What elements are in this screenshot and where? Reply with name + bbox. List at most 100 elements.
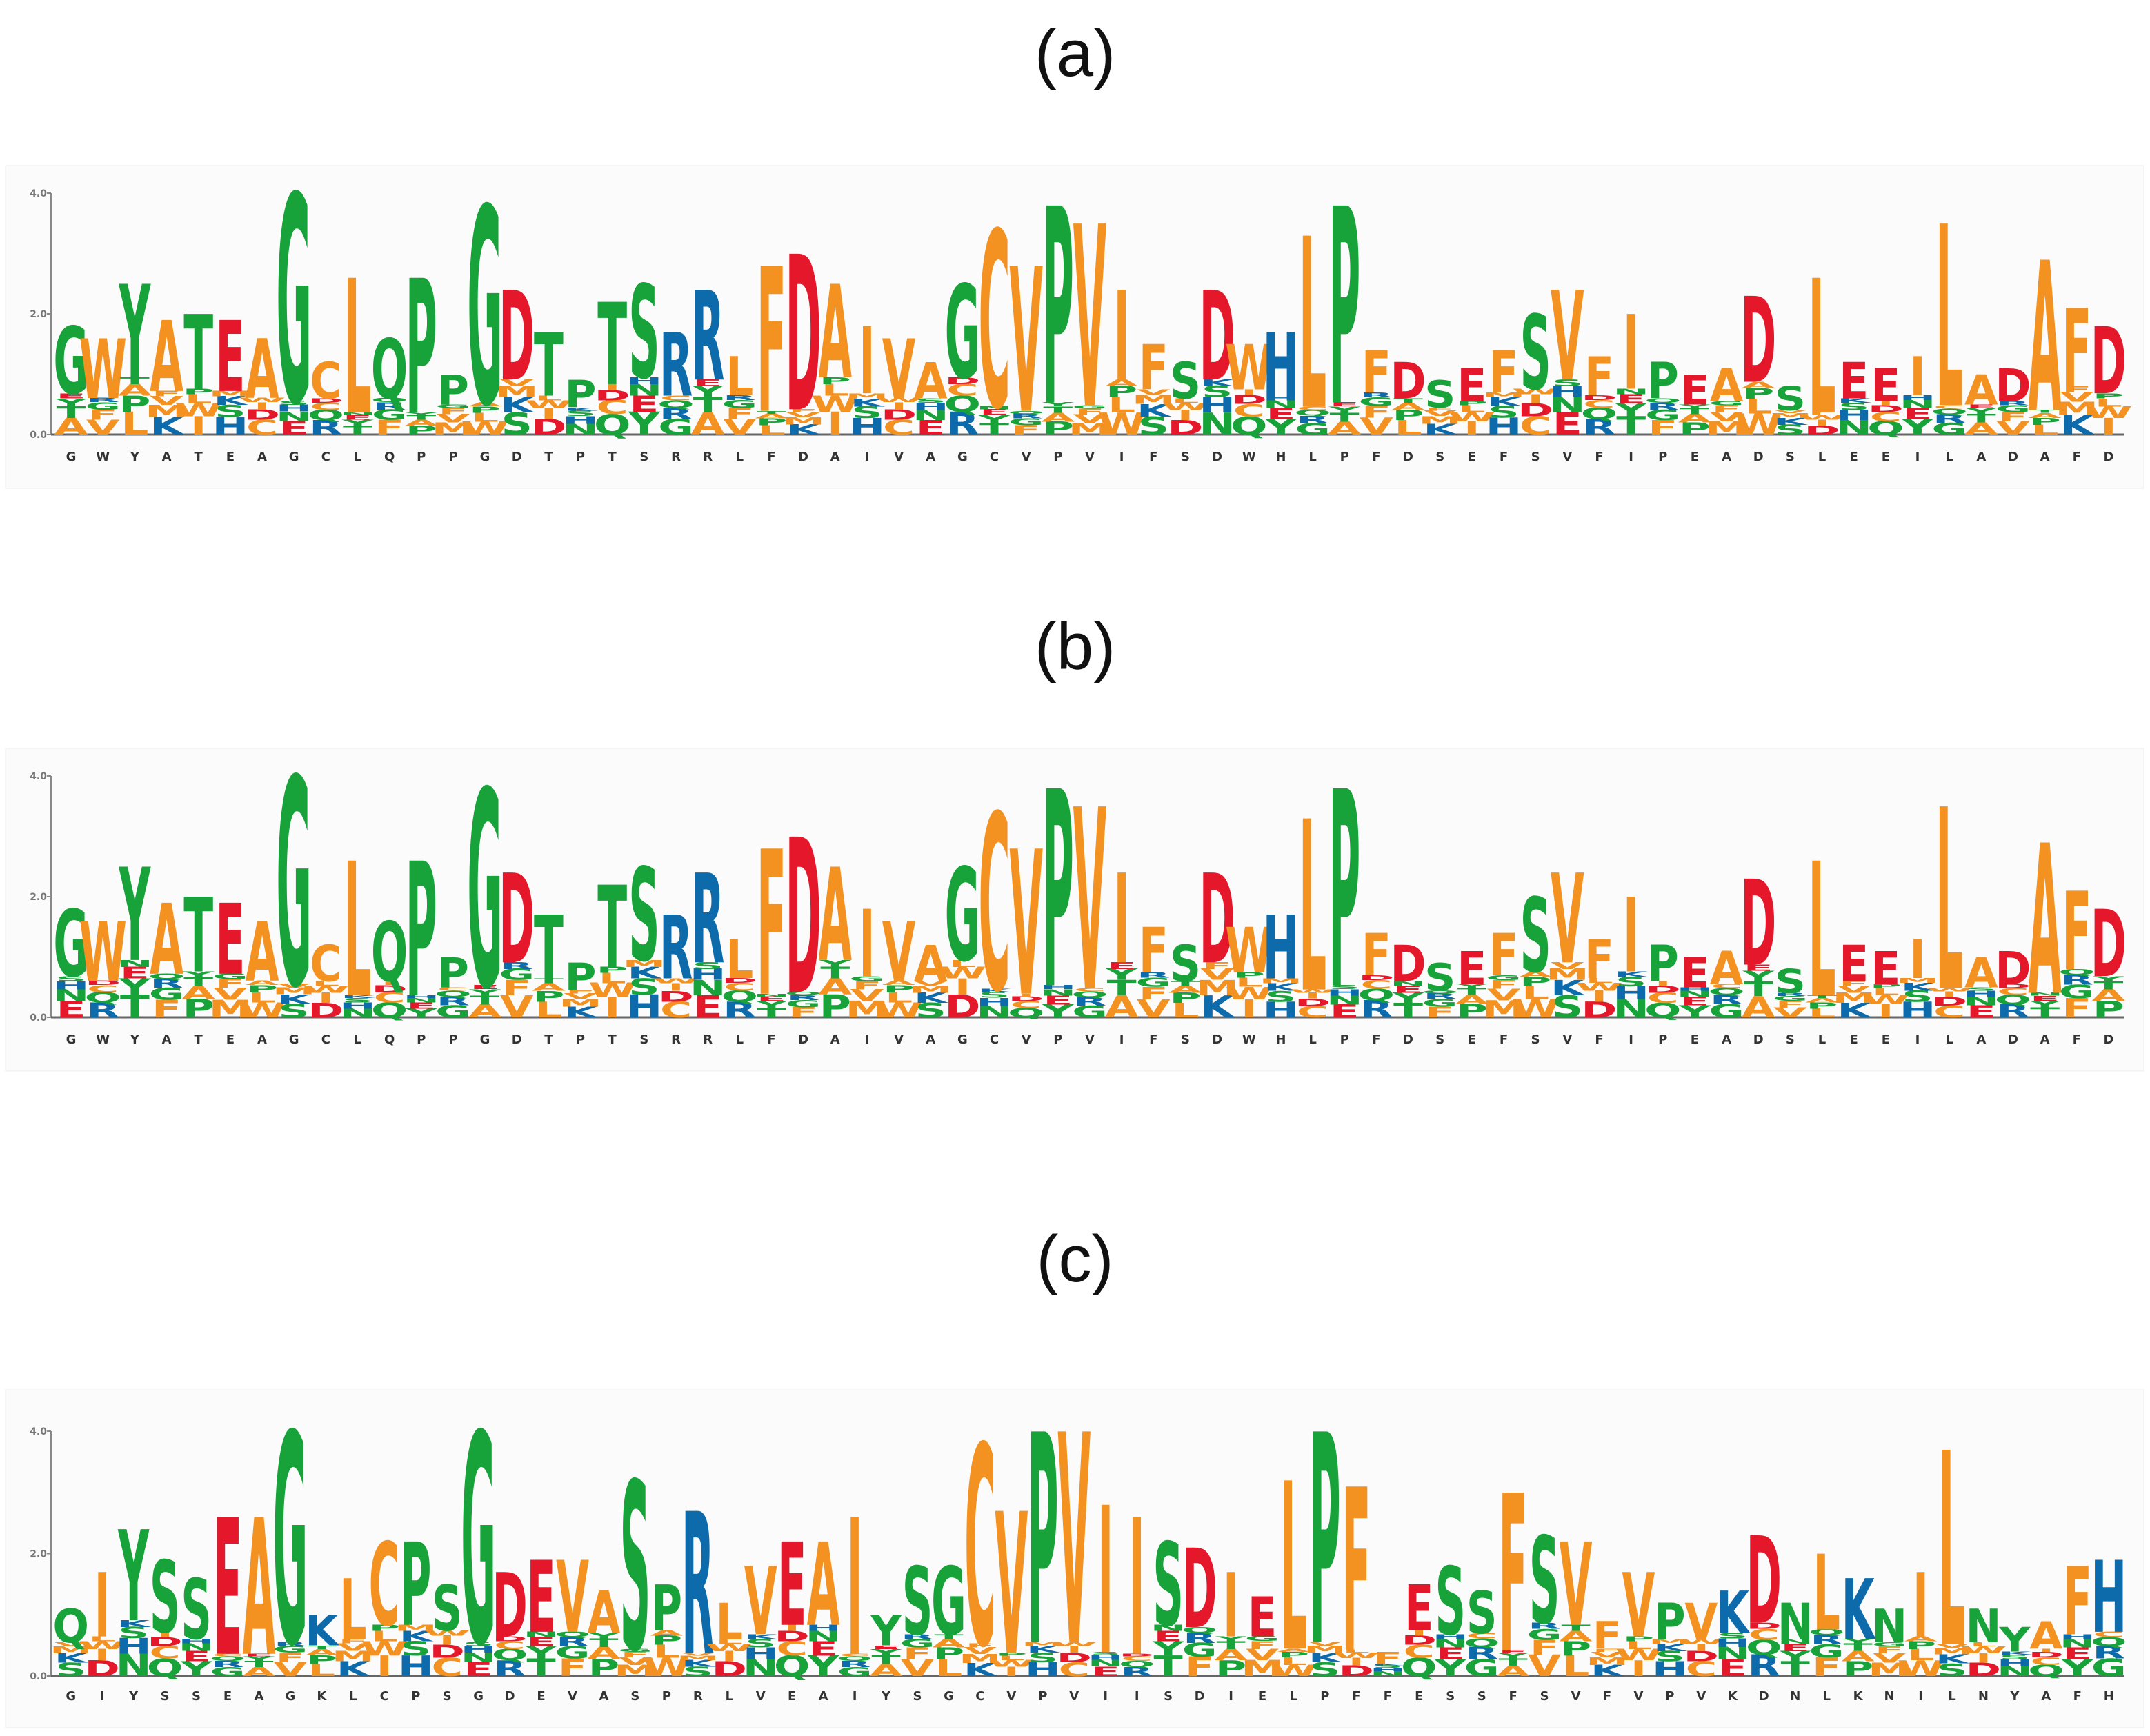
logo-minor-letter: W xyxy=(1333,1651,1380,1659)
x-tick-label: S xyxy=(639,450,648,464)
logo-minor-letter: C xyxy=(1933,1003,1965,1021)
logo-minor-letter: M xyxy=(1418,414,1461,426)
logo-minor-letter: I xyxy=(381,979,397,986)
logo-minor-letter: P xyxy=(183,387,215,396)
logo-minor-letter: T xyxy=(1330,410,1360,425)
x-tick-label: I xyxy=(865,450,870,464)
logo-minor-letter: E xyxy=(693,378,723,388)
logo-minor-letter: Y xyxy=(1264,415,1297,439)
x-tick-label: L xyxy=(1290,1689,1297,1704)
logo-minor-letter: Y xyxy=(2092,975,2125,983)
logo-minor-letter: C xyxy=(1233,401,1265,421)
logo-minor-letter: K xyxy=(117,1618,152,1629)
logo-minor-letter: H xyxy=(398,1650,434,1683)
x-tick-label: I xyxy=(100,1689,105,1704)
logo-minor-letter: A xyxy=(1497,1663,1530,1679)
logo-minor-letter: R xyxy=(556,1635,589,1648)
x-tick-label: D xyxy=(2103,450,2113,464)
logo-minor-letter: F xyxy=(621,1650,650,1659)
logo-minor-letter: C xyxy=(946,381,978,400)
logo-minor-letter: L xyxy=(1585,977,1613,984)
logo-minor-letter: S xyxy=(915,999,946,1023)
logo-minor-letter: N xyxy=(116,1648,152,1684)
x-tick-label: V xyxy=(894,450,904,464)
x-tick-label: N xyxy=(1884,1689,1895,1704)
logo-minor-letter: C xyxy=(883,416,915,439)
logo-minor-letter: R xyxy=(1996,1001,2029,1022)
logo-minor-letter: C xyxy=(839,1653,870,1657)
logo-minor-letter: Q xyxy=(944,391,981,417)
logo-minor-letter: R xyxy=(86,397,119,403)
logo-minor-letter: E xyxy=(1091,1664,1120,1679)
x-tick-label: G xyxy=(957,450,968,464)
logo-minor-letter: G xyxy=(273,1644,308,1655)
logo-minor-letter: N xyxy=(403,997,439,1004)
logo-minor-letter: F xyxy=(566,989,595,995)
logo-minor-letter: S xyxy=(2000,1653,2031,1661)
logo-minor-letter: Y xyxy=(819,958,852,969)
logo-minor-letter: N xyxy=(743,1655,779,1682)
logo-letter: D xyxy=(1390,935,1426,992)
logo-minor-letter: T xyxy=(1216,1639,1245,1651)
logo-minor-letter: D xyxy=(1402,1633,1437,1648)
logo-letter: V xyxy=(882,906,916,1001)
logo-minor-letter: A xyxy=(404,418,438,428)
panel-label-b: (b) xyxy=(1034,610,1116,684)
logo-letter: G xyxy=(467,153,503,467)
logo-minor-letter: R xyxy=(1296,414,1329,426)
logo-minor-letter: W xyxy=(238,397,286,403)
logo-letter: E xyxy=(1457,942,1486,995)
panel-label-c: (c) xyxy=(1036,1222,1114,1296)
logo-minor-letter: V xyxy=(277,982,311,989)
logo-minor-letter: H xyxy=(1088,1654,1124,1662)
logo-minor-letter: E xyxy=(1903,405,1933,423)
logo-frame xyxy=(5,1389,2144,1728)
logo-minor-letter: E xyxy=(1781,1642,1810,1653)
logo-minor-letter: P xyxy=(1742,386,1774,402)
logo-minor-letter: I xyxy=(1304,991,1320,1000)
logo-minor-letter: T xyxy=(2030,1005,2060,1021)
logo-minor-letter: T xyxy=(979,420,1009,439)
logo-letter: I xyxy=(1113,848,1129,992)
x-tick-label: E xyxy=(1882,450,1890,464)
logo-minor-letter: S xyxy=(1775,422,1806,437)
logo-minor-letter: C xyxy=(87,983,119,995)
logo-minor-letter: E xyxy=(1718,1655,1747,1682)
logo-minor-letter: Q xyxy=(785,991,822,996)
x-tick-label: C xyxy=(321,1032,330,1047)
logo-letter: I xyxy=(1623,293,1639,412)
x-tick-label: G xyxy=(289,450,299,464)
logo-minor-letter: L xyxy=(1108,393,1135,418)
logo-minor-letter: Q xyxy=(1644,397,1681,404)
logo-minor-letter: E xyxy=(279,418,309,439)
logo-letter: T xyxy=(183,876,213,995)
logo-minor-letter: F xyxy=(1362,403,1391,421)
logo-minor-letter: A xyxy=(1277,1648,1311,1653)
logo-minor-letter: A xyxy=(54,413,88,440)
x-tick-label: E xyxy=(788,1689,796,1704)
logo-minor-letter: L xyxy=(1280,1655,1307,1668)
x-tick-label: Q xyxy=(384,1032,395,1047)
logo-minor-letter: R xyxy=(1810,1633,1843,1647)
logo-minor-letter: V xyxy=(214,985,248,1004)
logo-minor-letter: S xyxy=(342,997,373,1004)
x-tick-label: A xyxy=(926,1032,935,1047)
logo-minor-letter: T xyxy=(2093,979,2124,992)
x-tick-label: F xyxy=(1372,1032,1380,1047)
x-tick-label: S xyxy=(443,1689,452,1704)
x-tick-label: D xyxy=(798,450,808,464)
x-tick-label: S xyxy=(639,1032,648,1047)
logo-minor-letter: I xyxy=(1527,392,1543,406)
x-tick-label: D xyxy=(1195,1689,1205,1704)
logo-minor-letter: A xyxy=(1328,419,1362,439)
logo-minor-letter: T xyxy=(871,1653,900,1666)
logo-minor-letter: G xyxy=(1709,1001,1744,1022)
logo-minor-letter: V xyxy=(619,1655,652,1668)
logo-minor-letter: P xyxy=(2093,996,2124,1023)
logo-minor-letter: G xyxy=(849,975,885,983)
logo-letter: Q xyxy=(371,906,408,1001)
logo-minor-letter: N xyxy=(1326,993,1363,1008)
x-tick-label: P xyxy=(576,1032,585,1047)
logo-letter: E xyxy=(1680,367,1709,415)
logo-minor-letter: E xyxy=(526,1635,555,1648)
